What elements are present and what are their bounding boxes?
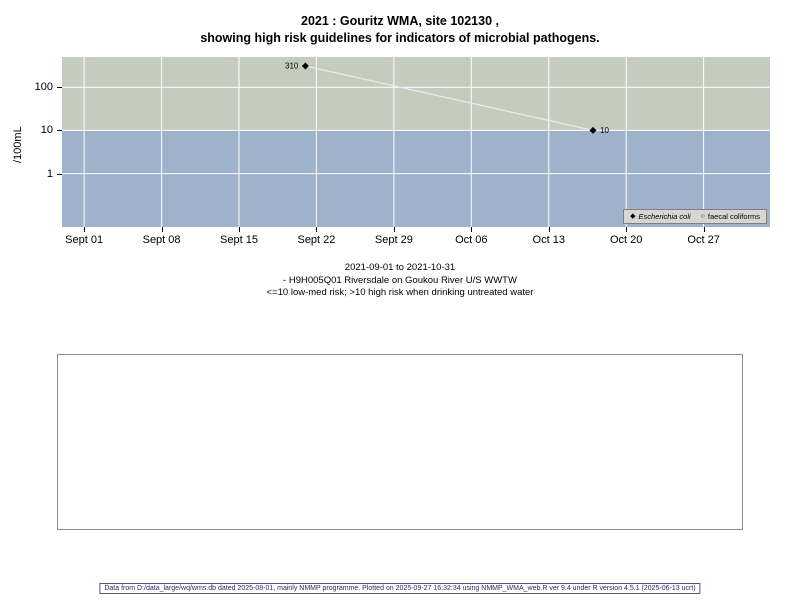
x-tick-label: Oct 27 xyxy=(687,234,720,246)
caption-site-description: - H9H005Q01 Riversdale on Goukou River U… xyxy=(283,274,517,286)
x-tick-label: Sept 08 xyxy=(142,234,181,246)
legend: ◆ Escherichia coli ○ faecal coliforms xyxy=(623,209,767,224)
chart-data-layer: 310 10 xyxy=(62,57,770,227)
x-tick-label: Sept 29 xyxy=(374,234,413,246)
data-point-label: 310 xyxy=(285,62,299,71)
x-axis-tick xyxy=(161,227,163,232)
x-axis-tick xyxy=(393,227,395,232)
y-tick-label: 1 xyxy=(46,167,53,180)
chart-title-line1: 2021 : Gouritz WMA, site 102130 , xyxy=(301,14,499,28)
legend-label-escherichia-coli: Escherichia coli xyxy=(638,212,691,221)
caption-risk-note: <=10 low-med risk; >10 high risk when dr… xyxy=(266,287,534,298)
chart-title: 2021 : Gouritz WMA, site 102130 , showin… xyxy=(0,13,800,47)
footer-provenance: Data from D:/data_large/wq/wms.db dated … xyxy=(99,583,701,594)
x-tick-label: Sept 22 xyxy=(297,234,336,246)
chart-caption: 2021-09-01 to 2021-10-31 - H9H005Q01 Riv… xyxy=(0,262,800,300)
x-tick-label: Oct 06 xyxy=(455,234,488,246)
y-tick-label: 10 xyxy=(40,124,53,137)
plot-area: 310 10 ◆ Escherichia coli ○ faecal colifo… xyxy=(62,57,770,227)
x-tick-label: Sept 01 xyxy=(65,234,104,246)
high-risk-band xyxy=(62,57,770,131)
data-point-diamond xyxy=(301,62,309,70)
y-tick-label: 100 xyxy=(34,81,53,94)
x-axis-tick xyxy=(703,227,705,232)
x-axis-tick xyxy=(316,227,318,232)
footer-text: Data from D:/data_large/wq/wms.db dated … xyxy=(104,585,696,592)
y-axis-label: /100mL xyxy=(12,126,24,163)
x-tick-label: Oct 13 xyxy=(532,234,565,246)
x-tick-label: Sept 15 xyxy=(220,234,258,246)
x-axis-tick xyxy=(548,227,550,232)
circle-marker-icon: ○ xyxy=(700,213,705,220)
legend-label-faecal-coliforms: faecal coliforms xyxy=(707,212,760,221)
legend-item-escherichia-coli: ◆ Escherichia coli xyxy=(630,212,691,221)
x-axis-tick xyxy=(471,227,473,232)
empty-panel xyxy=(57,354,743,530)
diamond-marker-icon: ◆ xyxy=(630,213,636,220)
x-axis-tick xyxy=(626,227,628,232)
data-point-diamond xyxy=(589,126,597,134)
x-axis-tick xyxy=(239,227,240,232)
x-tick-label: Oct 20 xyxy=(609,234,643,246)
series-line-diamond xyxy=(305,65,594,132)
data-point-label: 10 xyxy=(600,126,609,135)
legend-item-faecal-coliforms: ○ faecal coliforms xyxy=(701,212,760,221)
caption-date-range: 2021-09-01 to 2021-10-31 xyxy=(344,262,456,273)
x-axis-tick xyxy=(84,227,86,232)
chart-title-line2: showing high risk guidelines for indicat… xyxy=(200,31,600,45)
